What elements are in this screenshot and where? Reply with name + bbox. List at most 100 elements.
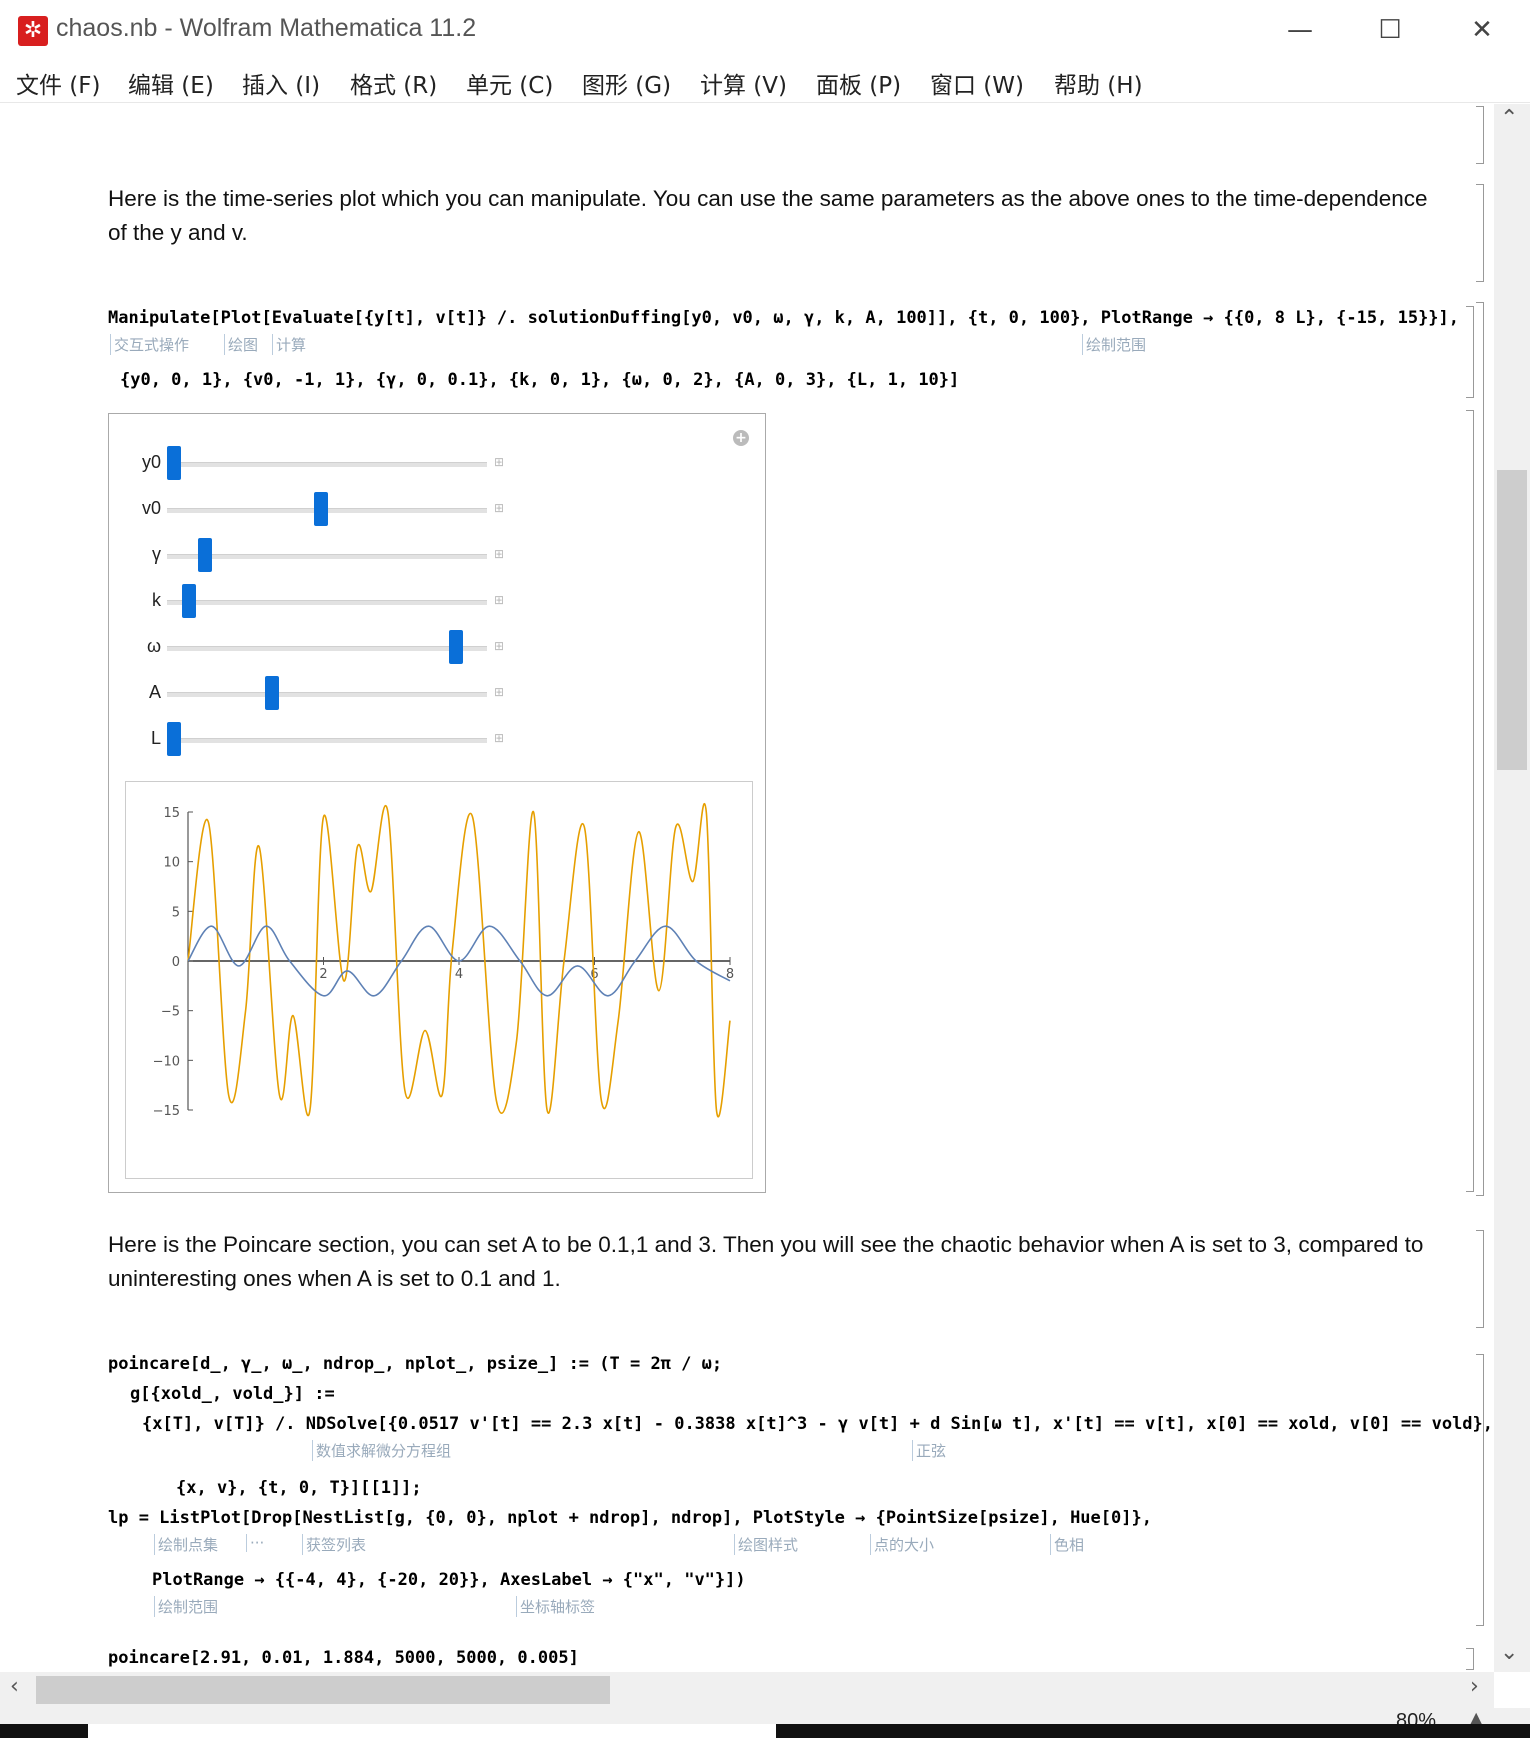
scroll-down-icon[interactable]: ⌄ [1500,1640,1519,1665]
y-tick-label: −10 [153,1054,180,1069]
minimize-button[interactable]: — [1287,15,1313,45]
slider-v0[interactable]: v0 ⊞ [109,492,509,528]
hint-manipulate: 交互式操作 [110,334,189,355]
plot-output[interactable]: 15 10 5 0 −5 −10 −15 2 4 6 8 [125,781,753,1179]
x-tick-label: 6 [590,967,598,982]
output-cell-bracket[interactable] [1466,410,1474,1192]
options-plus-icon[interactable]: + [733,430,749,446]
vertical-scroll-thumb[interactable] [1497,470,1527,770]
menu-graphics[interactable]: 图形 (G) [582,73,672,99]
slider-gamma[interactable]: γ ⊞ [109,538,509,574]
close-button[interactable]: ✕ [1471,15,1493,45]
scroll-left-icon[interactable]: ‹ [10,1674,19,1699]
poincare-call-line[interactable]: poincare[2.91, 0.01, 1.884, 5000, 5000, … [108,1648,579,1668]
slider-thumb[interactable] [167,446,181,480]
series-line-v [187,925,731,997]
menu-cell[interactable]: 单元 (C) [466,73,554,99]
x-tick-label: 2 [319,967,327,982]
slider-expand-icon[interactable]: ⊞ [493,639,505,653]
slider-track[interactable] [167,738,487,743]
text-cell-timeseries: Here is the time-series plot which you c… [108,186,1428,245]
maximize-button[interactable]: ☐ [1378,15,1402,45]
slider-track[interactable] [167,462,487,467]
menu-evaluation[interactable]: 计算 (V) [700,73,787,99]
y-tick-label: 10 [163,856,180,871]
text-cell-poincare: Here is the Poincare section, you can se… [108,1232,1424,1291]
y-tick-label: 0 [172,955,180,970]
slider-track[interactable] [167,554,487,559]
hint-ndsolve: 数值求解微分方程组 [312,1440,451,1461]
y-tick-label: −15 [153,1104,180,1119]
slider-expand-icon[interactable]: ⊞ [493,593,505,607]
slider-thumb[interactable] [313,492,328,526]
scroll-right-icon[interactable]: › [1470,1674,1479,1699]
slider-track[interactable] [167,692,487,697]
poincare-code-line-6[interactable]: PlotRange → {{-4, 4}, {-20, 20}}, AxesLa… [152,1570,746,1590]
slider-expand-icon[interactable]: ⊞ [493,685,505,699]
taskbar-segment [88,1724,776,1738]
input-cell-bracket[interactable] [1466,306,1474,398]
input-cell-bracket[interactable] [1476,1354,1484,1626]
horizontal-scroll-thumb[interactable] [36,1676,610,1704]
menu-window[interactable]: 窗口 (W) [930,73,1024,99]
slider-k[interactable]: k ⊞ [109,584,509,620]
slider-expand-icon[interactable]: ⊞ [493,455,505,469]
slider-label: y0 [141,452,161,472]
manipulate-code-line-1[interactable]: Manipulate[Plot[Evaluate[{y[t], v[t]} /.… [108,308,1460,328]
hint-hue: 色相 [1050,1534,1084,1555]
poincare-code-line-1[interactable]: poincare[d_, γ_, ω_, ndrop_, nplot_, psi… [108,1354,723,1374]
poincare-code-line-3[interactable]: {x[T], v[T]} /. NDSolve[{0.0517 v'[t] ==… [142,1414,1492,1434]
zoom-up-icon[interactable]: ▲ [1470,1708,1483,1727]
slider-y0[interactable]: y0 ⊞ [109,446,509,482]
slider-label: v0 [141,498,161,518]
menu-palettes[interactable]: 面板 (P) [816,73,902,99]
slider-track[interactable] [167,646,487,651]
poincare-code-line-5[interactable]: lp = ListPlot[Drop[NestList[g, {0, 0}, n… [108,1508,1152,1528]
hint-axeslabel: 坐标轴标签 [516,1596,595,1617]
window-title: chaos.nb - Wolfram Mathematica 11.2 [56,14,477,42]
slider-thumb[interactable] [197,538,212,572]
slider-L[interactable]: L ⊞ [109,722,509,758]
input-cell-bracket[interactable] [1466,1648,1474,1670]
slider-track[interactable] [167,600,487,605]
poincare-code-line-4[interactable]: {x, v}, {t, 0, T}][[1]]; [176,1478,422,1498]
cell-bracket[interactable] [1476,106,1484,164]
slider-label: γ [152,544,161,564]
menu-help[interactable]: 帮助 (H) [1054,73,1143,99]
menu-file[interactable]: 文件 (F) [16,73,101,99]
vertical-scrollbar[interactable] [1494,104,1530,1672]
x-tick-label: 4 [455,967,463,982]
slider-thumb[interactable] [167,722,181,756]
slider-thumb[interactable] [448,630,463,664]
cell-bracket[interactable] [1476,1230,1484,1328]
hint-plotrange: 绘制范围 [1082,334,1146,355]
mathematica-logo-icon: ✲ [18,16,48,46]
scroll-up-icon[interactable]: ⌃ [1500,106,1519,131]
hint-plot: 绘图 [224,334,258,355]
menu-format[interactable]: 格式 (R) [350,73,438,99]
manipulate-code-line-2[interactable]: {y0, 0, 1}, {v0, -1, 1}, {γ, 0, 0.1}, {k… [120,370,960,390]
series-line-y [187,802,731,1118]
menu-insert[interactable]: 插入 (I) [242,73,321,99]
title-bar: ✲ chaos.nb - Wolfram Mathematica 11.2 — … [0,0,1530,60]
manipulate-panel: + y0 ⊞ v0 ⊞ γ ⊞ k [108,413,766,1193]
slider-expand-icon[interactable]: ⊞ [493,547,505,561]
poincare-code-line-2[interactable]: g[{xold_, vold_}] := [130,1384,335,1404]
slider-expand-icon[interactable]: ⊞ [493,731,505,745]
hint-more: ··· [246,1534,264,1552]
slider-label: L [150,728,161,748]
menu-divider [0,102,1530,103]
slider-label: ω [146,636,161,656]
hint-pointsize: 点的大小 [870,1534,934,1555]
slider-omega[interactable]: ω ⊞ [109,630,509,666]
group-cell-bracket[interactable] [1476,302,1484,1196]
hint-evaluate: 计算 [272,334,306,355]
slider-thumb[interactable] [264,676,279,710]
menu-edit[interactable]: 编辑 (E) [128,73,214,99]
slider-A[interactable]: A ⊞ [109,676,509,712]
hint-listplot: 绘制点集 [154,1534,218,1555]
slider-thumb[interactable] [182,584,197,618]
slider-expand-icon[interactable]: ⊞ [493,501,505,515]
cell-bracket[interactable] [1476,184,1484,282]
